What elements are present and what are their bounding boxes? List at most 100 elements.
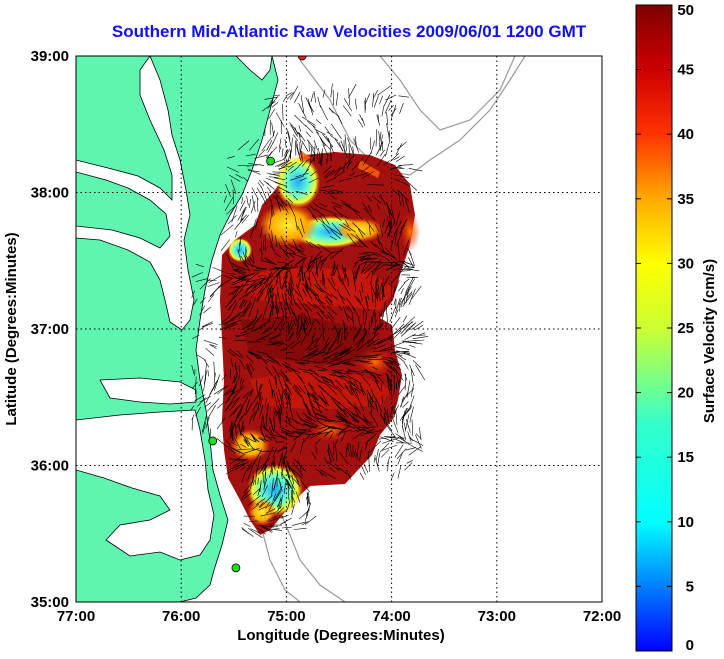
velocity-vector — [261, 485, 268, 498]
velocity-vector — [377, 85, 392, 96]
velocity-vector — [330, 276, 336, 286]
velocity-vector — [213, 372, 216, 384]
y-tick-labels: 39:00 38:00 37:00 36:00 35:00 — [31, 48, 69, 611]
velocity-vector — [240, 444, 247, 448]
velocity-vector — [325, 430, 332, 435]
velocity-vector — [231, 376, 240, 392]
velocity-vector — [263, 180, 270, 185]
velocity-vector — [291, 504, 295, 515]
velocity-vector — [255, 268, 268, 270]
velocity-vector — [250, 476, 254, 490]
velocity-vector — [241, 398, 248, 408]
velocity-vector — [361, 165, 371, 173]
velocity-vector — [387, 374, 389, 381]
velocity-vector — [369, 412, 379, 427]
velocity-vector — [271, 101, 279, 108]
velocity-vector — [206, 398, 220, 412]
velocity-vector — [213, 361, 216, 380]
velocity-vector — [220, 239, 231, 252]
velocity-vector — [284, 384, 291, 393]
velocity-vector — [378, 282, 383, 297]
velocity-vector — [274, 376, 277, 389]
grid-lines — [76, 56, 602, 602]
y-tick-label: 35:00 — [31, 594, 69, 611]
velocity-vector — [360, 261, 374, 275]
velocity-vector — [307, 384, 315, 389]
velocity-vector — [298, 142, 303, 159]
velocity-vector — [396, 230, 403, 247]
velocity-vector — [247, 363, 253, 375]
velocity-vector — [405, 286, 412, 296]
velocity-vector — [286, 500, 291, 511]
velocity-vector — [354, 98, 357, 110]
velocity-vector — [285, 259, 295, 265]
velocity-vector — [268, 267, 280, 279]
velocity-vector — [207, 369, 209, 377]
velocity-vector — [398, 376, 401, 386]
station-marker — [297, 56, 307, 61]
velocity-vector — [227, 156, 235, 159]
velocity-vector — [252, 487, 261, 496]
velocity-vector — [251, 218, 257, 233]
velocity-vector — [270, 199, 275, 216]
velocity-vector — [248, 170, 260, 172]
velocity-vector — [308, 286, 320, 297]
velocity-vector — [340, 430, 347, 442]
velocity-vector — [353, 138, 359, 153]
velocity-vector — [349, 443, 352, 458]
colorbar-label: Surface Velocity (cm/s) — [701, 259, 718, 423]
velocity-vector — [325, 299, 331, 306]
velocity-vector — [319, 262, 324, 271]
velocity-vector — [393, 386, 395, 395]
velocity-vector — [370, 262, 383, 273]
velocity-vector — [251, 187, 259, 200]
velocity-vector — [278, 388, 283, 406]
velocity-vector — [280, 200, 289, 214]
velocity-vector — [241, 489, 251, 499]
velocity-vector — [353, 262, 358, 268]
velocity-vector — [338, 224, 351, 232]
velocity-vector — [291, 137, 293, 153]
velocity-vector — [301, 394, 309, 412]
velocity-vector — [342, 223, 356, 233]
velocity-vector — [295, 491, 301, 503]
velocity-vector — [277, 162, 286, 168]
velocity-vector — [326, 305, 338, 315]
velocity-vector — [282, 96, 287, 102]
velocity-vector — [395, 350, 411, 354]
velocity-vector — [330, 229, 341, 240]
velocity-vector — [364, 430, 382, 435]
velocity-vector — [261, 101, 276, 112]
velocity-vector — [268, 468, 273, 478]
velocity-vector — [385, 266, 396, 270]
velocity-vector — [301, 351, 316, 359]
velocity-vector — [386, 369, 396, 379]
velocity-vector — [261, 186, 268, 202]
velocity-vector — [272, 171, 287, 173]
velocity-vector — [392, 352, 403, 357]
velocity-vector — [303, 401, 310, 414]
velocity-vector — [415, 364, 426, 381]
velocity-vector — [241, 528, 254, 537]
velocity-vector — [315, 257, 322, 274]
velocity-vector — [306, 350, 319, 358]
velocity-vector — [330, 381, 344, 395]
velocity-vector — [389, 306, 397, 323]
velocity-vector — [338, 348, 346, 356]
velocity-vector — [322, 223, 331, 234]
velocity-vector — [387, 378, 390, 391]
velocity-vector — [271, 525, 278, 527]
velocity-vector — [300, 437, 305, 454]
velocity-vector — [340, 347, 352, 356]
velocity-vector — [195, 263, 204, 268]
velocity-vector — [307, 348, 320, 355]
velocity-vector — [283, 481, 287, 494]
velocity-vector — [295, 385, 302, 393]
velocity-vector — [277, 411, 282, 429]
velocity-vector — [396, 355, 405, 362]
velocity-vector — [315, 119, 322, 125]
velocity-vector — [334, 167, 342, 176]
velocity-vector — [246, 462, 256, 472]
velocity-vector — [379, 412, 385, 421]
velocity-vector — [272, 493, 277, 502]
